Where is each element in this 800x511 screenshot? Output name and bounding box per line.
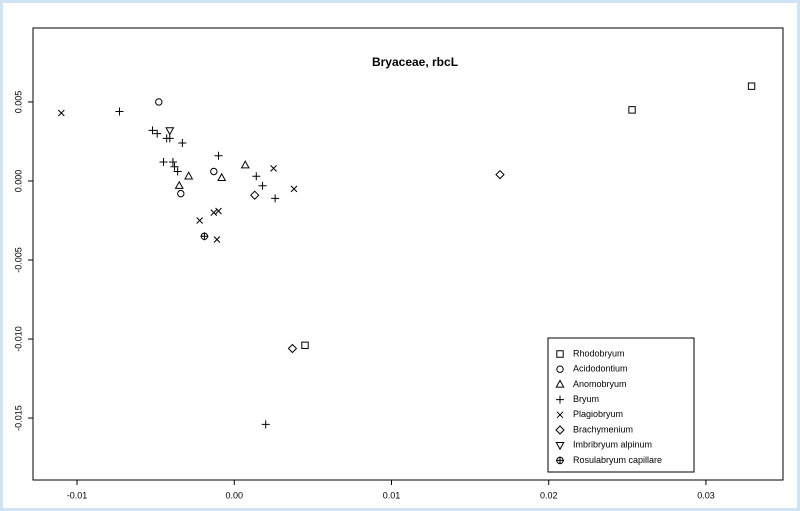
legend-marker [556, 365, 564, 373]
legend-label: Rhodobryum [573, 348, 625, 358]
x-tick-label: 0.03 [697, 490, 715, 500]
point [301, 341, 309, 350]
point [214, 151, 223, 160]
point [217, 172, 227, 182]
point [165, 127, 175, 136]
point [184, 171, 194, 180]
y-tick-label: 0.005 [13, 91, 23, 114]
point [159, 158, 168, 167]
legend-marker [556, 411, 564, 419]
x-tick-label: 0.00 [225, 490, 243, 500]
legend-marker [555, 425, 565, 435]
point [153, 129, 162, 138]
point [170, 162, 179, 171]
legend-label: Acidodontium [573, 364, 628, 374]
legend-label: Brachymenium [573, 424, 633, 434]
legend-label: Rosulabryum capillare [573, 455, 662, 465]
point [174, 180, 184, 189]
x-tick-label: -0.01 [67, 490, 88, 500]
x-tick-label: 0.01 [383, 490, 401, 500]
plot-frame [32, 27, 784, 481]
legend-box [547, 337, 695, 473]
point [495, 169, 505, 180]
point [148, 126, 157, 135]
legend-marker [556, 395, 564, 404]
point [215, 207, 222, 215]
point [178, 139, 187, 148]
point [261, 420, 270, 429]
point [168, 158, 177, 167]
point [210, 167, 218, 176]
point [249, 190, 260, 200]
chart-title: Bryaceae, rbcL [372, 55, 458, 69]
legend-label: Bryum [573, 394, 599, 404]
point [196, 217, 204, 224]
x-tick-label: 0.02 [540, 490, 558, 500]
legend-marker [555, 442, 565, 451]
point [747, 82, 756, 90]
point [252, 172, 261, 181]
point [628, 106, 636, 114]
point [240, 160, 250, 169]
point [270, 164, 277, 172]
point [57, 109, 65, 117]
point [213, 236, 221, 243]
legend-label: Plagiobryum [573, 409, 623, 419]
point [155, 98, 163, 106]
point [115, 107, 124, 116]
legend-marker [555, 379, 565, 388]
point [210, 209, 218, 216]
y-tick-label: -0.005 [13, 247, 23, 273]
point [271, 194, 280, 203]
y-tick-label: 0.000 [13, 170, 23, 193]
point [200, 232, 209, 241]
chart: Bryaceae, rbcL -0.01 0.00 0.01 0.02 0.03 -0.0… [13, 27, 784, 500]
point [290, 185, 298, 193]
point [173, 167, 182, 176]
legend-label: Imbribryum alpinum [573, 440, 652, 450]
point [165, 134, 174, 143]
legend-marker [556, 350, 564, 358]
legend-marker [556, 456, 564, 465]
point [287, 343, 298, 354]
legend-label: Anomobryum [573, 379, 627, 389]
point [177, 190, 185, 198]
point [258, 181, 267, 190]
y-tick-label: -0.010 [13, 326, 23, 352]
y-tick-label: -0.015 [13, 405, 23, 431]
